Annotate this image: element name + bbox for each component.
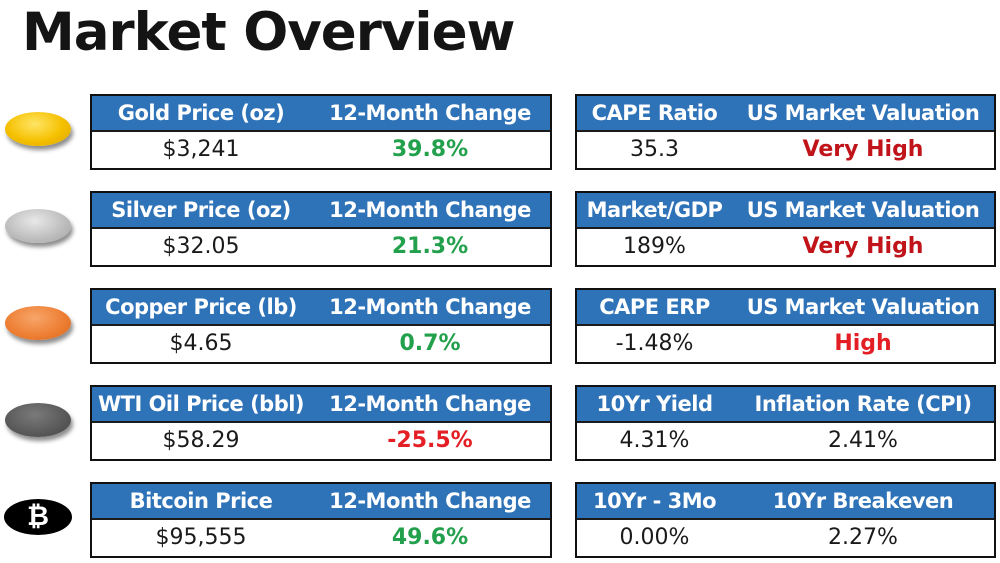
oil-icon <box>5 403 71 437</box>
market-gdp-panel: Market/GDP US Market Valuation 189% Very… <box>575 191 996 267</box>
panel-header: Silver Price (oz) 12-Month Change <box>92 193 550 229</box>
breakeven-header: 10Yr Breakeven <box>772 489 954 513</box>
change-header: 12-Month Change <box>329 198 531 222</box>
indicator-value: -1.48% <box>615 331 694 356</box>
change-value: 39.8% <box>391 137 469 162</box>
copper-coin-icon <box>5 306 71 340</box>
price-value: $58.29 <box>162 428 240 453</box>
indicator-header: 10Yr - 3Mo <box>592 489 717 513</box>
panel-header: 10Yr Yield Inflation Rate (CPI) <box>577 387 994 423</box>
price-header: Copper Price (lb) <box>105 295 297 319</box>
silver-coin-icon <box>5 209 71 243</box>
oil-price-panel: WTI Oil Price (bbl) 12-Month Change $58.… <box>90 385 552 461</box>
indicator-header: 10Yr Yield <box>596 392 713 416</box>
indicator-header: CAPE Ratio <box>591 101 718 125</box>
change-value: 0.7% <box>399 331 461 356</box>
valuation-header: US Market Valuation <box>746 295 980 319</box>
change-value: 21.3% <box>391 234 469 259</box>
price-value: $3,241 <box>162 137 240 162</box>
valuation-value: High <box>834 331 892 356</box>
indicator-value: 0.00% <box>619 525 690 550</box>
indicator-value: 4.31% <box>619 428 690 453</box>
copper-price-panel: Copper Price (lb) 12-Month Change $4.65 … <box>90 288 552 364</box>
bitcoin-icon: ₿ <box>4 499 72 535</box>
change-header: 12-Month Change <box>329 392 531 416</box>
panel-header: Gold Price (oz) 12-Month Change <box>92 96 550 132</box>
price-header: Gold Price (oz) <box>117 101 285 125</box>
valuation-header: US Market Valuation <box>746 101 980 125</box>
price-header: Silver Price (oz) <box>111 198 291 222</box>
panel-header: 10Yr - 3Mo 10Yr Breakeven <box>577 484 994 520</box>
yield-inflation-panel: 10Yr Yield Inflation Rate (CPI) 4.31% 2.… <box>575 385 996 461</box>
change-header: 12-Month Change <box>329 489 531 513</box>
gold-coin-icon <box>5 112 71 146</box>
valuation-header: US Market Valuation <box>746 198 980 222</box>
indicator-header: Market/GDP <box>586 198 723 222</box>
silver-price-panel: Silver Price (oz) 12-Month Change $32.05… <box>90 191 552 267</box>
price-value: $4.65 <box>169 331 233 356</box>
panel-header: CAPE Ratio US Market Valuation <box>577 96 994 132</box>
cape-ratio-panel: CAPE Ratio US Market Valuation 35.3 Very… <box>575 94 996 170</box>
price-header: WTI Oil Price (bbl) <box>97 392 305 416</box>
change-header: 12-Month Change <box>329 295 531 319</box>
inflation-value: 2.41% <box>828 428 898 453</box>
price-header: Bitcoin Price <box>129 489 273 513</box>
price-value: $95,555 <box>155 525 247 550</box>
panel-header: Market/GDP US Market Valuation <box>577 193 994 229</box>
yield-curve-panel: 10Yr - 3Mo 10Yr Breakeven 0.00% 2.27% <box>575 482 996 558</box>
inflation-header: Inflation Rate (CPI) <box>754 392 972 416</box>
panel-header: Copper Price (lb) 12-Month Change <box>92 290 550 326</box>
change-value: -25.5% <box>387 428 473 453</box>
panel-header: CAPE ERP US Market Valuation <box>577 290 994 326</box>
indicator-value: 35.3 <box>630 137 679 162</box>
valuation-value: Very High <box>802 137 924 162</box>
cape-erp-panel: CAPE ERP US Market Valuation -1.48% High <box>575 288 996 364</box>
breakeven-value: 2.27% <box>828 525 898 550</box>
gold-price-panel: Gold Price (oz) 12-Month Change $3,241 3… <box>90 94 552 170</box>
panel-header: WTI Oil Price (bbl) 12-Month Change <box>92 387 550 423</box>
indicator-value: 189% <box>623 234 686 259</box>
indicator-header: CAPE ERP <box>599 295 710 319</box>
change-value: 49.6% <box>391 525 469 550</box>
price-value: $32.05 <box>162 234 240 259</box>
page-title: Market Overview <box>22 2 516 63</box>
bitcoin-price-panel: Bitcoin Price 12-Month Change $95,555 49… <box>90 482 552 558</box>
valuation-value: Very High <box>802 234 924 259</box>
panel-header: Bitcoin Price 12-Month Change <box>92 484 550 520</box>
change-header: 12-Month Change <box>329 101 531 125</box>
